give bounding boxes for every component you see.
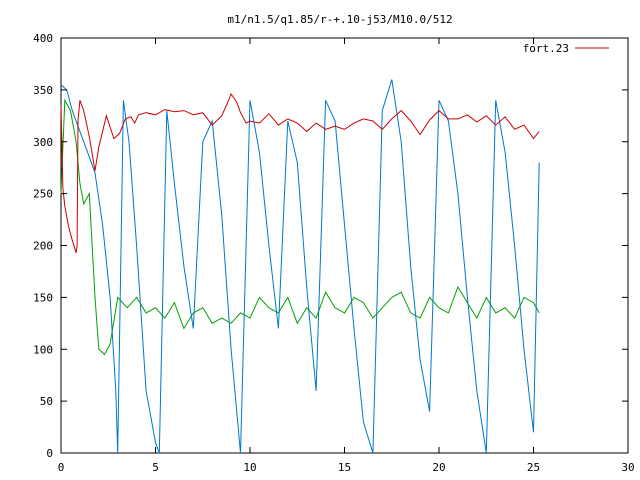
x-tick-label: 0 — [58, 461, 65, 474]
x-tick-label: 5 — [152, 461, 159, 474]
legend: fort.23 — [523, 42, 609, 55]
x-tick-label: 20 — [432, 461, 445, 474]
y-tick-label: 250 — [33, 188, 53, 201]
y-tick-label: 350 — [33, 84, 53, 97]
x-tick-label: 15 — [338, 461, 351, 474]
y-tick-label: 300 — [33, 136, 53, 149]
y-tick-label: 50 — [40, 395, 53, 408]
series-layer — [60, 79, 540, 454]
x-tick-label: 30 — [621, 461, 634, 474]
chart-title: m1/n1.5/q1.85/r-+.10-j53/M10.0/512 — [227, 13, 452, 26]
x-tick-label: 25 — [527, 461, 540, 474]
y-tick-label: 400 — [33, 32, 53, 45]
y-tick-label: 200 — [33, 240, 53, 253]
series-line-0 — [60, 92, 540, 253]
y-tick-label: 0 — [46, 447, 53, 460]
series-line-1 — [60, 79, 540, 454]
y-tick-label: 150 — [33, 291, 53, 304]
y-tick-label: 100 — [33, 343, 53, 356]
series-line-2 — [60, 98, 540, 356]
legend-label: fort.23 — [523, 42, 569, 55]
x-tick-label: 10 — [243, 461, 256, 474]
